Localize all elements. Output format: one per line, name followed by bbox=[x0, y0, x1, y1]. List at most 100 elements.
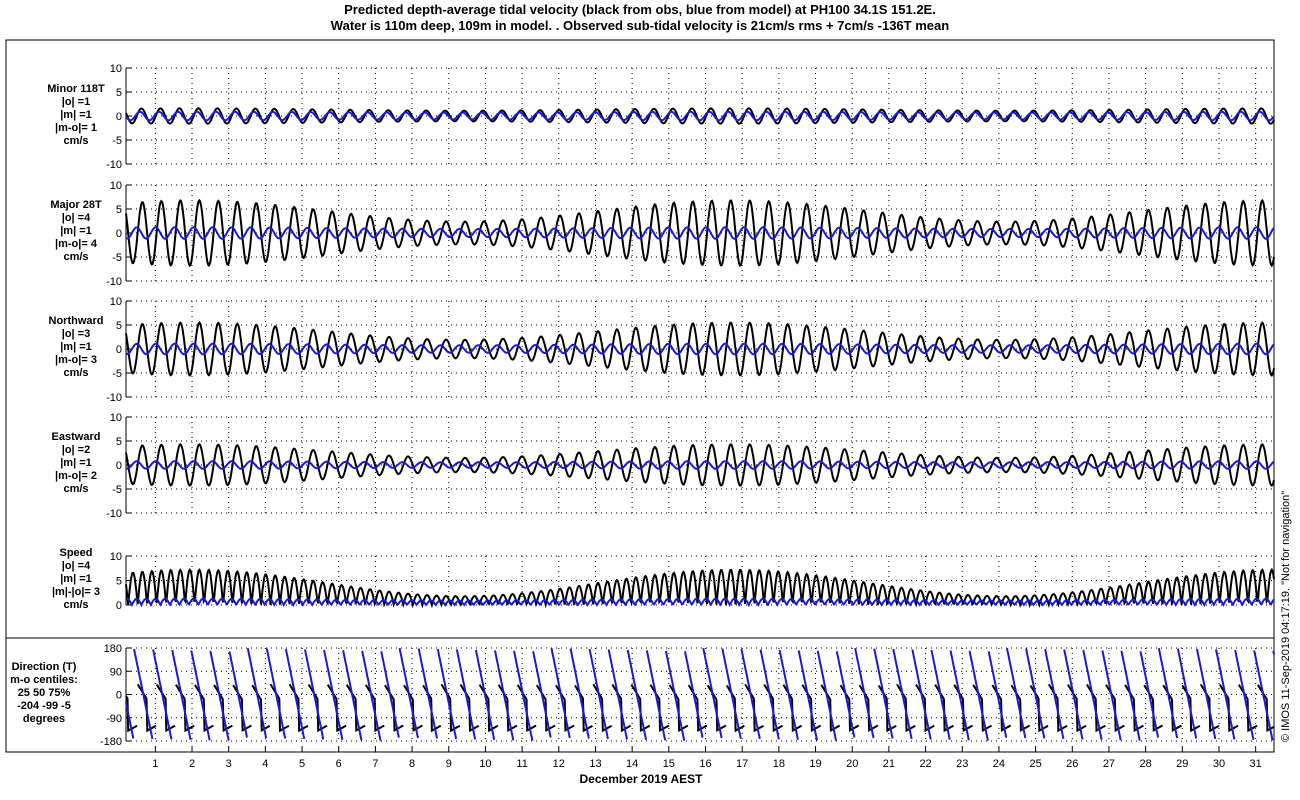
y-tick-label-eastward: 10 bbox=[110, 412, 122, 424]
x-tick-label: 22 bbox=[919, 758, 931, 770]
x-tick-label: 17 bbox=[736, 758, 748, 770]
panel-label-line-eastward: |m-o|= 2 bbox=[55, 470, 97, 482]
panel-label-line-major: Major 28T bbox=[50, 199, 102, 211]
series-obs-eastward bbox=[125, 443, 1275, 487]
x-tick-label: 23 bbox=[956, 758, 968, 770]
panel-label-line-eastward: cm/s bbox=[63, 483, 88, 495]
panel-label-line-major: |m-o|= 4 bbox=[55, 238, 98, 250]
y-tick-label-major: -10 bbox=[106, 276, 122, 288]
series-obs-northward bbox=[125, 321, 1275, 377]
x-tick-label: 6 bbox=[336, 758, 342, 770]
x-tick-label: 16 bbox=[699, 758, 711, 770]
panel-label-line-major: |o| =4 bbox=[62, 212, 91, 224]
panel-label-line-eastward: |m| =1 bbox=[60, 457, 92, 469]
panel-label-line-minor: cm/s bbox=[63, 135, 88, 147]
y-tick-label-direction: 180 bbox=[104, 643, 122, 655]
panel-label-line-major: |m| =1 bbox=[60, 225, 92, 237]
panel-direction: 180 90 0 -90 -180 Direction (T)m-o centiles:2… bbox=[10, 643, 1275, 748]
y-tick-label-major: 10 bbox=[110, 180, 122, 192]
panel-label-line-minor: |m| =1 bbox=[60, 109, 92, 121]
x-tick-label: 21 bbox=[883, 758, 895, 770]
x-tick-label: 24 bbox=[993, 758, 1005, 770]
panel-northward: 10 5 0 -5 -10 Northward|o| =3|m| =1|m-o|= 3cm… bbox=[49, 296, 1275, 404]
x-axis: 1 2 3 4 5 6 7 8 9 10 11 12 13 14 15 16 17 18 19 20 21 22 23 24 2… bbox=[152, 746, 1262, 770]
panel-minor: 10 5 0 -5 -10 Minor 118T|o| =1|m| =1|m-o|= 1c… bbox=[47, 63, 1275, 171]
panel-label-line-direction: degrees bbox=[23, 713, 65, 725]
x-tick-label: 29 bbox=[1176, 758, 1188, 770]
y-tick-label-direction: -180 bbox=[100, 736, 122, 748]
panel-label-line-speed: |o| =4 bbox=[62, 560, 91, 572]
series-obs-major bbox=[125, 198, 1275, 268]
x-tick-label: 8 bbox=[409, 758, 415, 770]
panel-label-line-minor: |o| =1 bbox=[62, 96, 90, 108]
series-model-direction bbox=[125, 647, 1275, 741]
x-tick-label: 19 bbox=[809, 758, 821, 770]
y-tick-label-minor: 5 bbox=[116, 87, 122, 99]
y-tick-label-speed: 5 bbox=[116, 576, 122, 588]
x-tick-label: 25 bbox=[1029, 758, 1041, 770]
y-tick-label-major: 5 bbox=[116, 204, 122, 216]
y-tick-label-eastward: 0 bbox=[116, 460, 122, 472]
y-tick-label-speed: 0 bbox=[116, 600, 122, 612]
panel-label-line-direction: -204 -99 -5 bbox=[17, 700, 71, 712]
y-tick-label-major: -5 bbox=[112, 252, 122, 264]
x-axis-label: December 2019 AEST bbox=[580, 772, 704, 786]
x-tick-label: 11 bbox=[516, 758, 527, 770]
x-tick-label: 14 bbox=[626, 758, 638, 770]
panel-label-line-northward: cm/s bbox=[63, 367, 88, 379]
panel-eastward: 10 5 0 -5 -10 Eastward|o| =2|m| =1|m-o|= 2cm/… bbox=[52, 412, 1275, 520]
x-tick-label: 12 bbox=[553, 758, 565, 770]
y-tick-label-northward: 10 bbox=[110, 296, 122, 308]
x-tick-label: 2 bbox=[189, 758, 195, 770]
series-model-minor bbox=[125, 110, 1275, 122]
copyright-notice: © IMOS 11-Sep-2019 04:17:19. "Not for na… bbox=[1280, 491, 1292, 742]
x-tick-label: 30 bbox=[1213, 758, 1225, 770]
x-tick-label: 13 bbox=[589, 758, 601, 770]
panel-speed: 10 5 0 Speed|o| =4|m| =1|m|-|o|= 3cm/s bbox=[52, 547, 1275, 612]
y-tick-label-direction: 90 bbox=[110, 666, 122, 678]
y-tick-label-direction: -90 bbox=[106, 713, 122, 725]
y-tick-label-eastward: -5 bbox=[112, 484, 122, 496]
panel-label-line-northward: |m| =1 bbox=[60, 341, 92, 353]
series-obs-minor bbox=[125, 107, 1275, 125]
panel-label-line-northward: Northward bbox=[49, 315, 104, 327]
x-tick-label: 9 bbox=[446, 758, 452, 770]
series-model-eastward bbox=[125, 460, 1275, 470]
x-tick-label: 18 bbox=[773, 758, 785, 770]
panel-label-line-direction: m-o centiles: bbox=[10, 674, 78, 686]
panel-label-line-eastward: |o| =2 bbox=[62, 444, 90, 456]
panel-label-line-eastward: Eastward bbox=[52, 431, 101, 443]
y-tick-label-eastward: -10 bbox=[106, 508, 122, 520]
y-tick-label-northward: 0 bbox=[116, 344, 122, 356]
x-tick-label: 26 bbox=[1066, 758, 1078, 770]
panel-label-line-minor: |m-o|= 1 bbox=[55, 122, 97, 134]
y-tick-label-northward: -10 bbox=[106, 392, 122, 404]
x-tick-label: 31 bbox=[1250, 758, 1262, 770]
panel-label-line-major: cm/s bbox=[63, 251, 88, 263]
y-tick-label-eastward: 5 bbox=[116, 436, 122, 448]
x-tick-label: 20 bbox=[846, 758, 858, 770]
y-tick-label-speed: 10 bbox=[110, 551, 122, 563]
y-tick-label-direction: 0 bbox=[116, 690, 122, 702]
x-tick-label: 28 bbox=[1140, 758, 1152, 770]
x-tick-label: 27 bbox=[1103, 758, 1115, 770]
x-tick-label: 15 bbox=[663, 758, 675, 770]
y-tick-label-northward: 5 bbox=[116, 320, 122, 332]
y-tick-label-minor: -5 bbox=[112, 135, 122, 147]
panel-label-line-minor: Minor 118T bbox=[47, 83, 105, 95]
panel-label-line-speed: |m| =1 bbox=[60, 573, 92, 585]
panel-label-line-speed: cm/s bbox=[63, 599, 88, 611]
series-model-speed bbox=[125, 597, 1275, 608]
x-tick-label: 4 bbox=[262, 758, 268, 770]
series-model-northward bbox=[125, 342, 1275, 356]
figure-frame bbox=[5, 39, 1275, 753]
x-tick-label: 5 bbox=[299, 758, 305, 770]
panel-label-line-speed: Speed bbox=[59, 547, 92, 559]
panel-label-line-northward: |m-o|= 3 bbox=[55, 354, 97, 366]
panel-label-line-speed: |m|-|o|= 3 bbox=[52, 586, 100, 598]
panel-label-line-northward: |o| =3 bbox=[62, 328, 90, 340]
y-tick-label-minor: -10 bbox=[106, 159, 122, 171]
y-tick-label-major: 0 bbox=[116, 228, 122, 240]
